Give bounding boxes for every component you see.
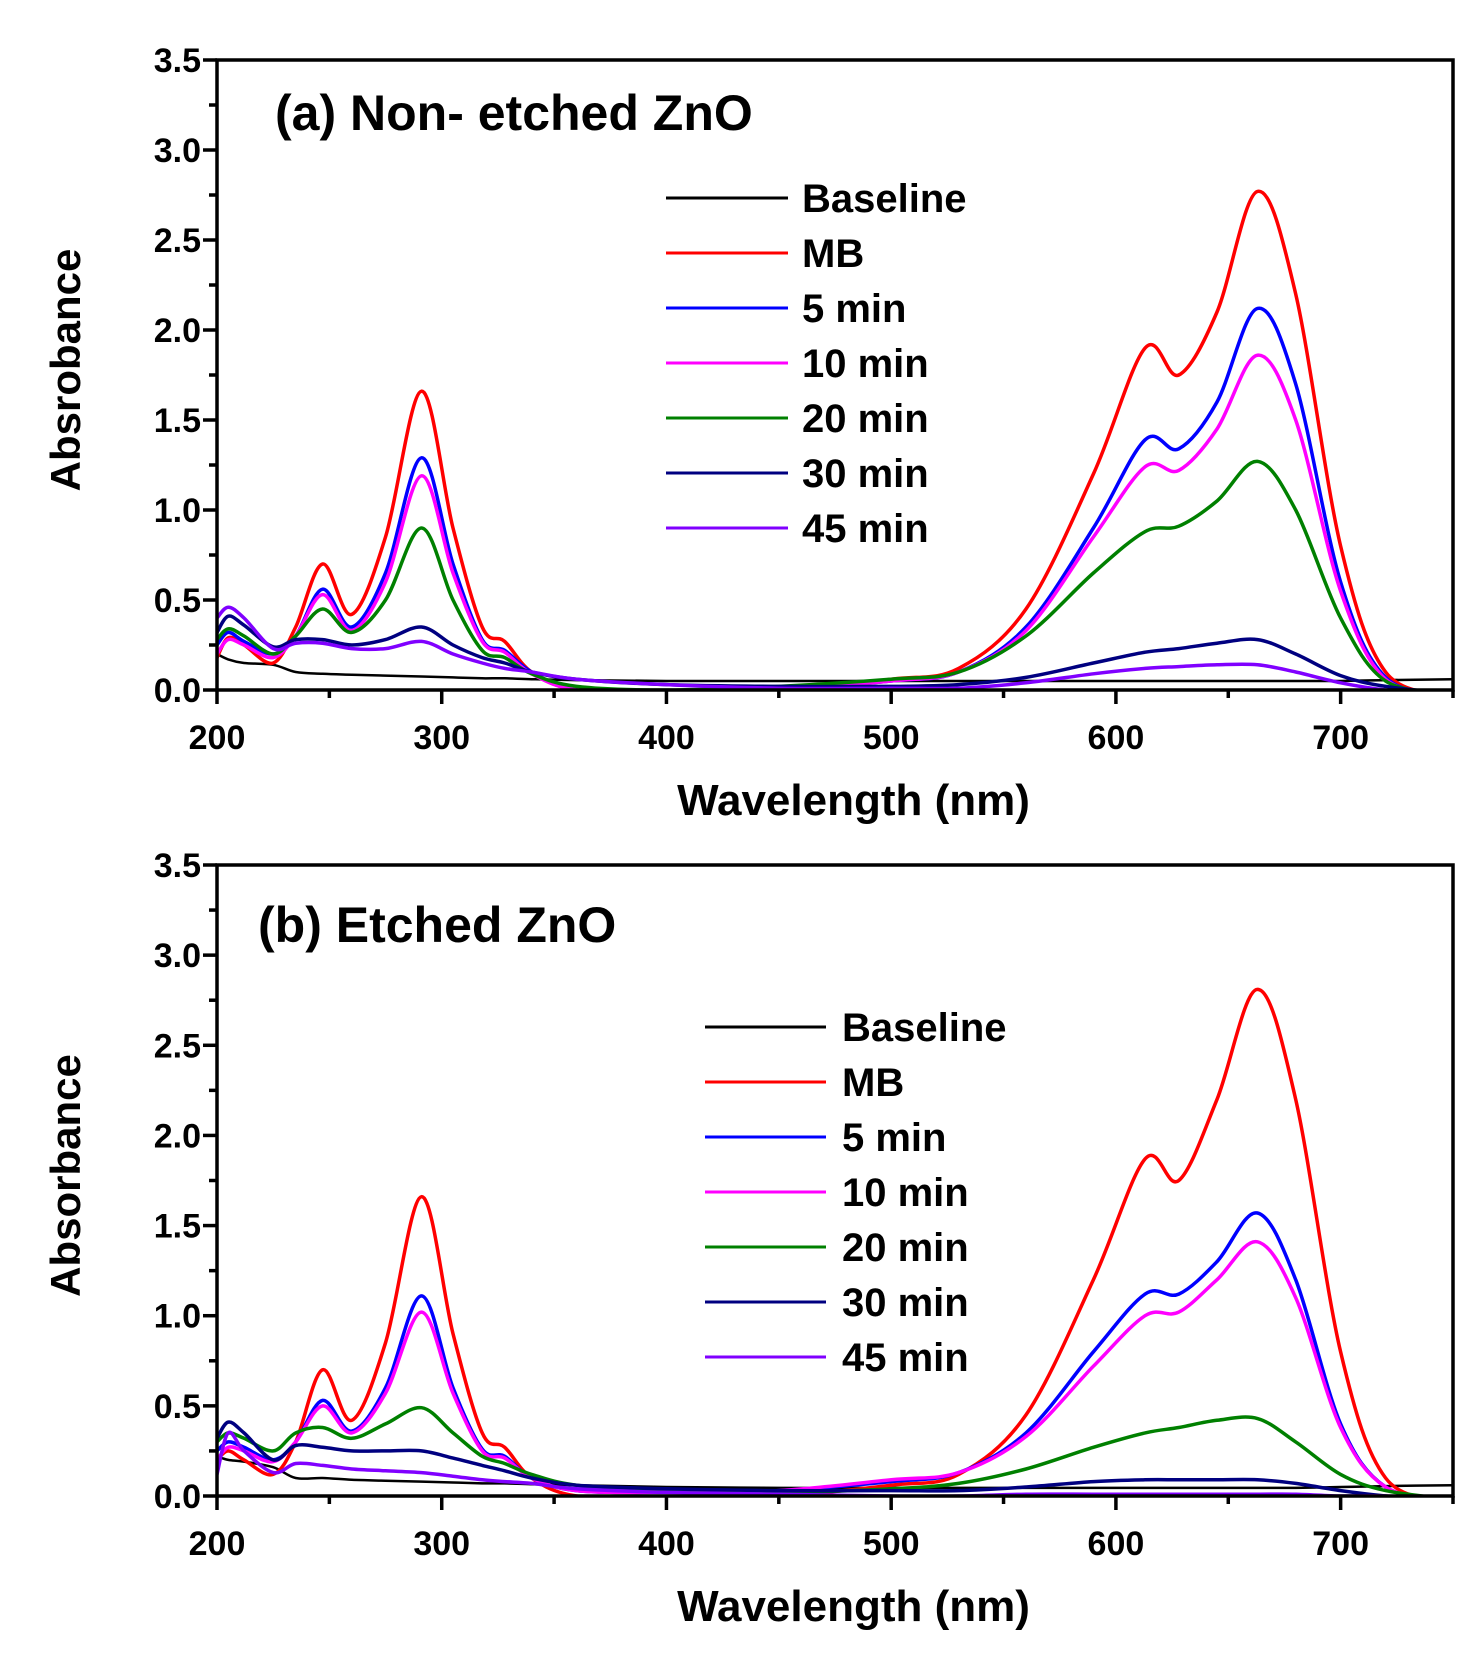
y-tick-label: 0.0 xyxy=(154,672,201,710)
x-tick-label: 400 xyxy=(638,1525,695,1563)
x-tick-label: 200 xyxy=(189,1525,246,1563)
panel-b: Baseline MB 5 min 10 min 20 min 30 min 45 min 2… xyxy=(42,847,1455,1631)
legend-label: 5 min xyxy=(842,1116,946,1160)
legend-label: 45 min xyxy=(802,507,929,551)
x-axis-label: Wavelength (nm) xyxy=(677,776,1030,825)
y-tick-label: 2.5 xyxy=(154,1027,201,1065)
legend-label: 10 min xyxy=(802,342,929,386)
legend-label: 20 min xyxy=(842,1226,969,1270)
x-tick-label: 300 xyxy=(413,1525,470,1563)
series-line-45-min xyxy=(217,1430,1422,1496)
x-tick-label: 600 xyxy=(1088,719,1145,757)
series-line-20-min xyxy=(217,1405,1437,1496)
series-line-30-min xyxy=(217,1420,1406,1496)
y-tick-label: 0.5 xyxy=(154,582,201,620)
x-tick-label: 400 xyxy=(638,719,695,757)
y-tick-label: 2.5 xyxy=(154,222,201,260)
x-tick-label: 700 xyxy=(1312,1525,1369,1563)
y-tick-label: 1.5 xyxy=(154,402,201,440)
y-tick-label: 0.0 xyxy=(154,1478,201,1516)
x-tick-label: 300 xyxy=(413,719,470,757)
legend-label: 5 min xyxy=(802,287,906,331)
y-tick-label: 0.5 xyxy=(154,1388,201,1426)
legend-label: 10 min xyxy=(842,1171,969,1215)
y-tick-label: 3.0 xyxy=(154,937,201,975)
panel-title: (b) Etched ZnO xyxy=(258,897,616,953)
legend-label: Baseline xyxy=(842,1006,1007,1050)
y-tick-label: 1.5 xyxy=(154,1208,201,1246)
legend-label: 45 min xyxy=(842,1336,969,1380)
legend-label: MB xyxy=(802,232,864,276)
y-tick-label: 3.5 xyxy=(154,847,201,885)
series-line-mb xyxy=(217,189,1424,690)
series-line-5-min xyxy=(217,306,1419,690)
x-axis-label: Wavelength (nm) xyxy=(677,1582,1030,1631)
y-axis-label: Absrobance xyxy=(42,249,89,492)
series-line-20-min xyxy=(217,459,1429,690)
panel-a: Baseline MB 5 min 10 min 20 min 30 min 45 min 2… xyxy=(42,42,1455,825)
y-tick-label: 1.0 xyxy=(154,1298,201,1336)
series-line-45-min xyxy=(217,605,1405,690)
plot-frame xyxy=(215,863,1455,1498)
x-tick-label: 700 xyxy=(1312,719,1369,757)
y-axis-label: Absorbance xyxy=(42,1054,89,1297)
series-line-10-min xyxy=(217,1240,1422,1496)
y-tick-label: 2.0 xyxy=(154,312,201,350)
y-tick-label: 3.5 xyxy=(154,42,201,80)
y-tick-label: 2.0 xyxy=(154,1117,201,1155)
x-tick-label: 600 xyxy=(1088,1525,1145,1563)
panel-title: (a) Non- etched ZnO xyxy=(275,85,753,141)
series-line-mb xyxy=(217,987,1424,1496)
series-line-baseline xyxy=(217,652,1453,683)
y-tick-label: 1.0 xyxy=(154,492,201,530)
legend-label: 30 min xyxy=(842,1281,969,1325)
legend-label: 20 min xyxy=(802,397,929,441)
legend-label: Baseline xyxy=(802,177,967,221)
legend-label: 30 min xyxy=(802,452,929,496)
series-line-10-min xyxy=(217,353,1422,690)
y-tick-label: 3.0 xyxy=(154,132,201,170)
x-tick-label: 500 xyxy=(863,719,920,757)
series-line-baseline xyxy=(217,1455,1453,1490)
x-tick-label: 200 xyxy=(189,719,246,757)
legend-label: MB xyxy=(842,1061,904,1105)
x-tick-label: 500 xyxy=(863,1525,920,1563)
